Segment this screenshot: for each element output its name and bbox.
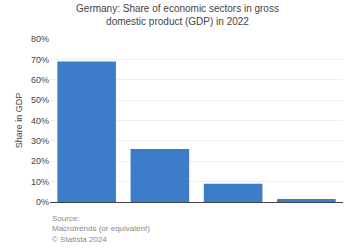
svg-text:60%: 60% xyxy=(31,75,49,85)
svg-text:Germany: Share of economic sec: Germany: Share of economic sectors in gr… xyxy=(76,3,279,27)
svg-text:40%: 40% xyxy=(31,116,49,126)
svg-text:Share in GDP: Share in GDP xyxy=(14,93,24,149)
svg-text:30%: 30% xyxy=(31,136,49,146)
svg-text:Source:Macrotrends (or equival: Source:Macrotrends (or equivalent)© Stat… xyxy=(52,214,150,244)
svg-text:0%: 0% xyxy=(36,197,49,207)
svg-text:10%: 10% xyxy=(31,177,49,187)
svg-text:50%: 50% xyxy=(31,95,49,105)
svg-text:70%: 70% xyxy=(31,55,49,65)
svg-text:80%: 80% xyxy=(31,34,49,44)
svg-text:20%: 20% xyxy=(31,156,49,166)
